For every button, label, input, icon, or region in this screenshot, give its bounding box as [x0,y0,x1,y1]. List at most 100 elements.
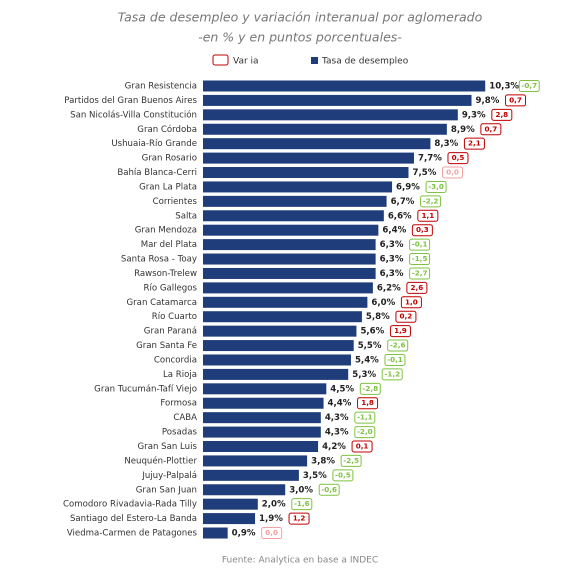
category-label: Santiago del Estero-La Banda [70,514,197,524]
category-label: Gran Tucumán-Tafí Viejo [94,384,197,394]
variation-label: 1,0 [405,297,418,306]
variation-label: 0,7 [484,124,497,133]
bar [203,311,362,323]
variation-label: -0,1 [412,240,428,249]
value-label: 6,9% [396,182,420,192]
variation-label: -2,2 [423,196,439,205]
value-label: 9,8% [476,96,500,106]
value-label: 4,3% [325,428,349,438]
variation-label: -1,1 [357,413,373,422]
source-note: Fuente: Analytica en base a INDEC [222,556,378,566]
bar [203,469,299,481]
bar [203,426,321,438]
variation-label: -1,6 [294,499,310,508]
bar [203,325,357,337]
category-label: Concordia [154,355,197,365]
variation-label: 1,9 [394,326,407,335]
legend-label: Tasa de desempleo [321,57,409,67]
variation-label: 0,7 [509,95,522,104]
variation-box [411,224,433,237]
value-label: 9,3% [462,110,486,120]
value-label: 6,3% [380,269,404,279]
variation-box [351,440,373,453]
bar [203,484,286,496]
value-label: 5,3% [352,370,376,380]
variation-label: -2,6 [390,341,406,350]
variation-label: -1,2 [384,369,400,378]
variation-box [480,123,502,136]
variation-box [400,296,422,309]
variation-box [291,498,313,511]
variation-box [425,180,447,193]
bar [203,412,321,424]
variation-label: 2,1 [468,139,481,148]
variation-box [359,382,381,395]
variation-label: -1,5 [412,254,428,263]
bar [203,368,349,380]
bar [203,383,327,395]
variation-label: 1,2 [293,514,306,523]
bar [203,224,379,236]
bar [203,239,376,251]
value-label: 5,8% [366,312,390,322]
variation-box [381,368,403,381]
legend-label: Var ia [233,57,259,67]
value-label: 1,9% [259,514,283,524]
bar [203,181,393,193]
category-label: Rawson-Trelew [134,269,197,279]
legend-swatch [311,57,318,64]
variation-label: 2,6 [411,283,424,292]
category-label: Gran Catamarca [126,298,197,308]
value-label: 6,7% [391,197,415,207]
value-label: 0,9% [232,529,256,539]
category-label: Jujuy-Palpalá [141,471,197,481]
category-label: Gran Rosario [142,154,197,164]
variation-label: 1,1 [421,211,434,220]
variation-box [387,339,409,352]
category-label: Gran San Juan [136,485,197,495]
bar [203,340,354,352]
value-label: 6,4% [382,226,406,236]
category-label: CABA [173,413,197,423]
value-label: 4,5% [330,384,354,394]
value-label: 8,9% [451,125,475,135]
value-label: 3,0% [289,485,313,495]
category-label: Gran San Luis [138,442,198,452]
variation-label: 0,0 [265,528,278,537]
category-label: Comodoro Rivadavia-Rada Tilly [63,500,197,510]
value-label: 10,3% [489,82,519,92]
value-label: 4,4% [328,399,352,409]
bar [203,123,447,135]
variation-box [463,137,485,150]
variation-box [340,454,362,467]
variation-box [409,253,431,266]
variation-label: 0,1 [356,442,369,451]
value-label: 5,5% [358,341,382,351]
category-label: Partidos del Gran Buenos Aires [64,96,197,106]
variation-box [518,80,540,92]
variation-label: -0,6 [321,485,337,494]
value-label: 6,0% [371,298,395,308]
variation-box [261,527,283,540]
variation-label: 0,5 [452,153,465,162]
variation-box [357,397,379,410]
category-label: Viedma-Carmen de Patagones [67,529,198,539]
category-label: Neuquén-Plottier [124,455,197,466]
value-label: 4,3% [325,413,349,423]
category-label: San Nicolás-Villa Constitución [70,109,197,120]
category-label: Gran Córdoba [137,124,197,135]
bar [203,80,486,92]
category-label: Gran Paraná [144,327,197,337]
value-label: 3,8% [311,456,335,466]
value-label: 8,3% [434,139,458,149]
category-label: Río Gallegos [143,283,197,293]
variation-box [417,209,439,222]
variation-label: 0,2 [400,312,413,321]
bar [203,296,368,308]
category-label: Mar del Plata [141,240,197,250]
variation-box [491,108,513,121]
bar [203,527,228,539]
variation-box [395,310,417,323]
variation-box [354,426,376,439]
